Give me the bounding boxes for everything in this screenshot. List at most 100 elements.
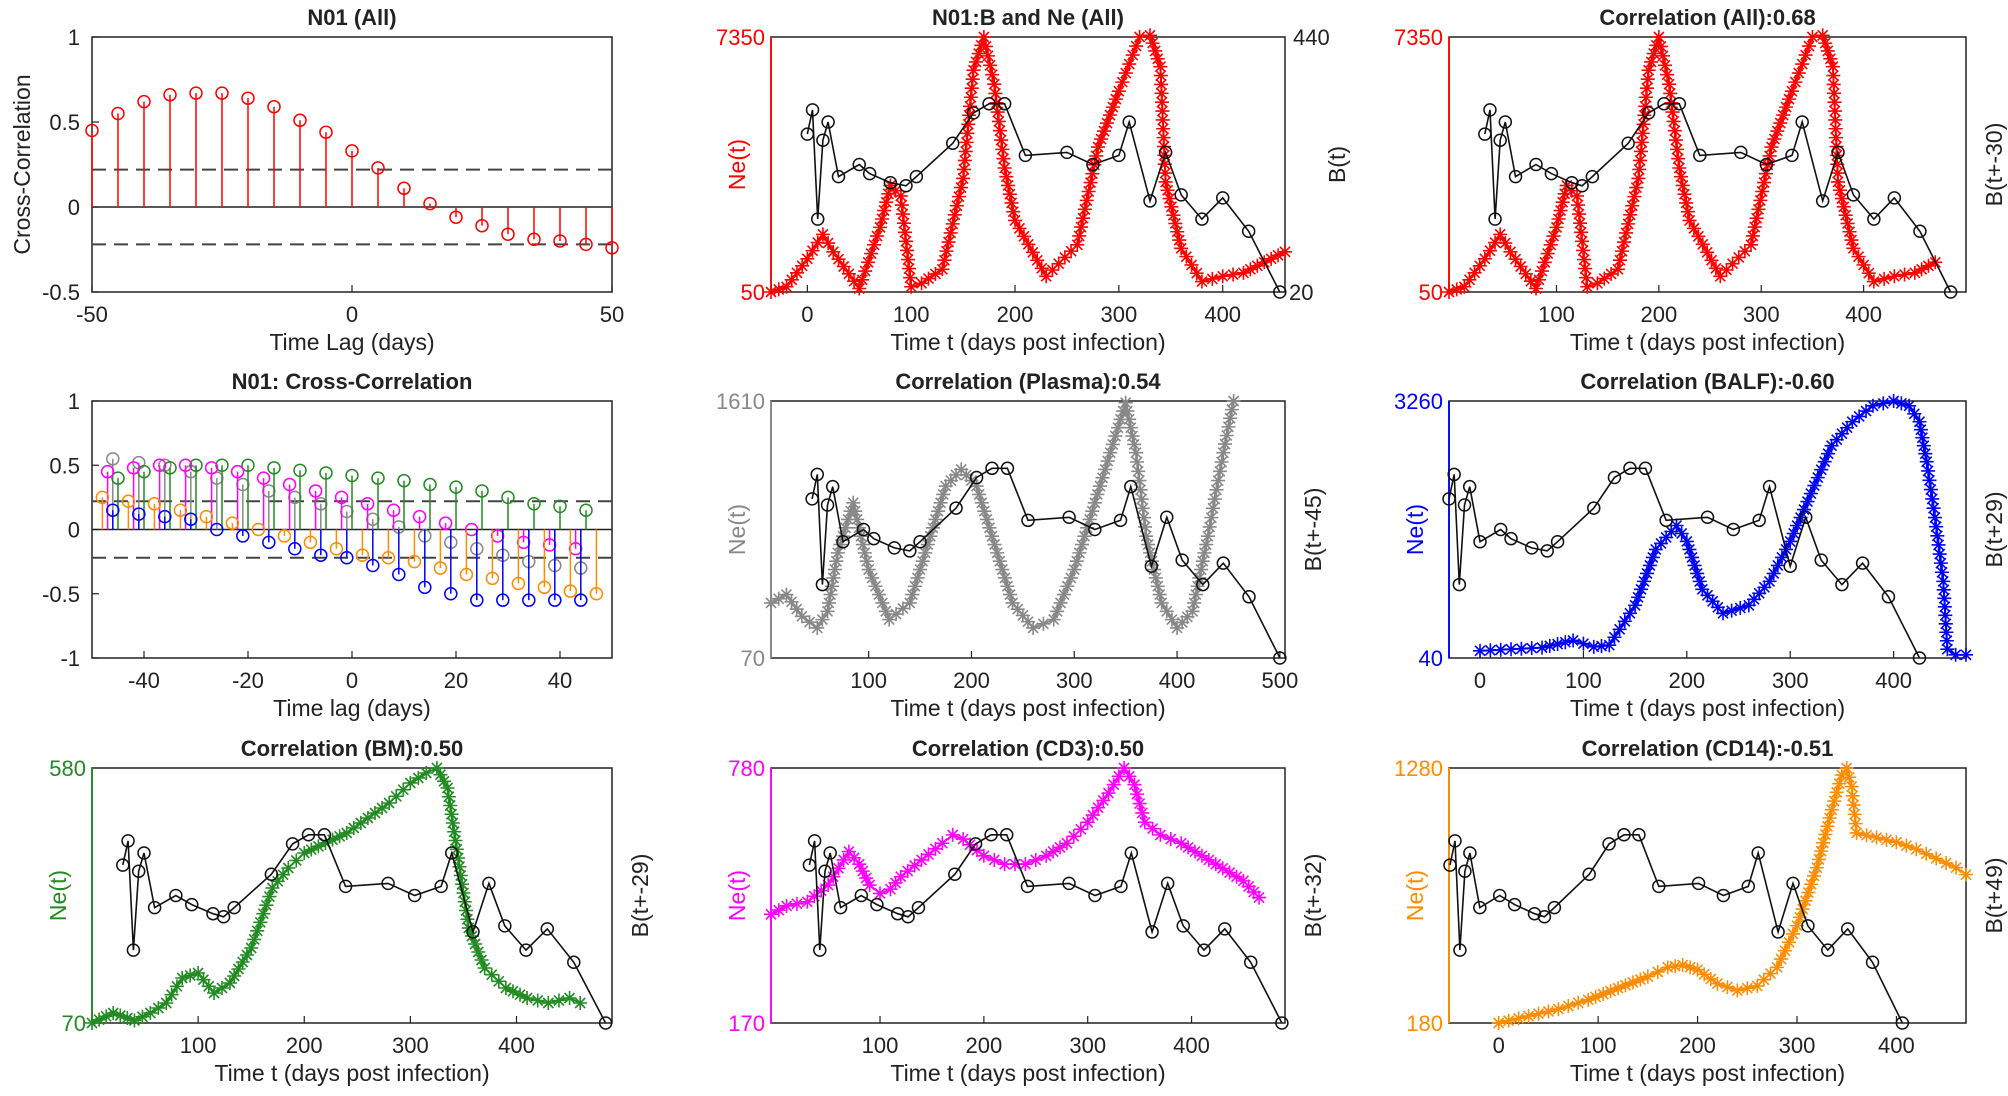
b-series-marker (1632, 828, 1646, 842)
star-marker (304, 842, 319, 857)
b-series-marker (1473, 900, 1487, 915)
star-marker (1846, 241, 1861, 256)
x-tick-label: 300 (1772, 668, 1809, 693)
y-tick-label: 0 (68, 195, 80, 220)
star-marker (1537, 255, 1552, 270)
star-marker (862, 878, 877, 893)
star-marker (987, 77, 1002, 92)
left-tick-label: 70 (62, 1011, 86, 1036)
star-marker (1607, 630, 1622, 645)
star-marker (1653, 39, 1668, 54)
star-marker (1513, 259, 1528, 274)
star-marker (1105, 100, 1120, 115)
star-marker (898, 234, 913, 249)
b-series-marker (1602, 837, 1616, 851)
star-marker (1801, 885, 1816, 900)
star-marker (1089, 148, 1104, 163)
b-series-marker (1242, 590, 1256, 604)
star-marker (1579, 270, 1594, 285)
star-marker (1194, 274, 1209, 289)
star-marker (1926, 501, 1941, 516)
stem-marker (355, 548, 370, 562)
star-marker (779, 587, 794, 602)
b-series-marker (1943, 285, 1958, 299)
star-marker (1150, 579, 1165, 594)
star-marker (1842, 224, 1857, 239)
star-marker (1779, 100, 1794, 115)
star-marker (1051, 256, 1066, 271)
star-marker (1789, 918, 1804, 933)
star-marker (1550, 637, 1565, 652)
stem-marker (215, 86, 229, 100)
stem-marker (371, 471, 385, 485)
star-marker (1664, 95, 1679, 110)
star-marker (1085, 166, 1100, 181)
stem-marker (537, 580, 552, 595)
star-marker (1814, 462, 1829, 477)
left-y-axis-label: Ne(t) (724, 139, 750, 190)
stem-marker (340, 504, 354, 519)
star-marker (1830, 166, 1845, 181)
left-y-axis-label: Ne(t) (1402, 504, 1428, 555)
star-marker (1648, 542, 1663, 557)
star-marker (1125, 48, 1140, 63)
star-marker (1074, 537, 1089, 552)
star-marker (1197, 545, 1212, 560)
star-marker (215, 981, 229, 995)
stem-marker (158, 509, 172, 524)
b-series-marker (997, 97, 1012, 111)
star-marker (1199, 537, 1214, 552)
star-marker (1145, 554, 1159, 569)
star-marker (1645, 550, 1660, 565)
stem-marker (366, 558, 380, 573)
x-tick-label: 50 (600, 302, 624, 327)
star-marker (1535, 640, 1550, 655)
star-marker (951, 189, 966, 204)
star-marker (1045, 262, 1060, 277)
star-marker (985, 67, 1000, 82)
x-tick-label: 0 (801, 302, 813, 327)
star-marker (1834, 191, 1849, 206)
star-marker (810, 235, 825, 250)
star-marker (1194, 562, 1209, 577)
b-series-marker (1881, 590, 1896, 604)
b-series-marker (825, 479, 840, 494)
b-series-marker (1540, 544, 1554, 558)
star-marker (905, 587, 920, 602)
star-marker (1018, 857, 1033, 872)
star-marker (1907, 265, 1922, 280)
star-marker (1212, 464, 1227, 479)
star-marker (1577, 252, 1592, 267)
star-marker (1050, 604, 1065, 619)
star-marker (1803, 486, 1818, 501)
b-series-marker (985, 461, 999, 476)
star-marker (935, 262, 950, 277)
star-marker (1209, 482, 1224, 497)
star-marker (1006, 204, 1021, 219)
b-series-marker (1457, 498, 1472, 512)
star-marker (810, 620, 825, 635)
star-marker (1148, 43, 1163, 58)
star-marker (1959, 647, 1973, 662)
star-marker (1932, 547, 1947, 562)
b-series-marker (820, 498, 835, 512)
star-marker (1153, 68, 1168, 83)
star-marker (1278, 244, 1292, 259)
star-marker (1623, 207, 1638, 222)
star-marker (996, 151, 1011, 166)
star-marker (1133, 482, 1148, 497)
b-series-marker (1498, 115, 1513, 129)
star-marker (1719, 262, 1734, 277)
b-series-marker (899, 179, 913, 193)
star-marker (259, 898, 274, 913)
star-marker (1823, 51, 1838, 66)
star-marker (1948, 647, 1963, 662)
star-marker (1219, 428, 1234, 443)
star-marker (1824, 438, 1839, 453)
star-marker (1936, 574, 1951, 589)
chart-title: N01 (All) (307, 5, 396, 30)
star-marker (956, 171, 971, 186)
b-series-marker (1174, 188, 1188, 202)
b-series-marker (1855, 556, 1870, 570)
star-marker (332, 829, 347, 844)
